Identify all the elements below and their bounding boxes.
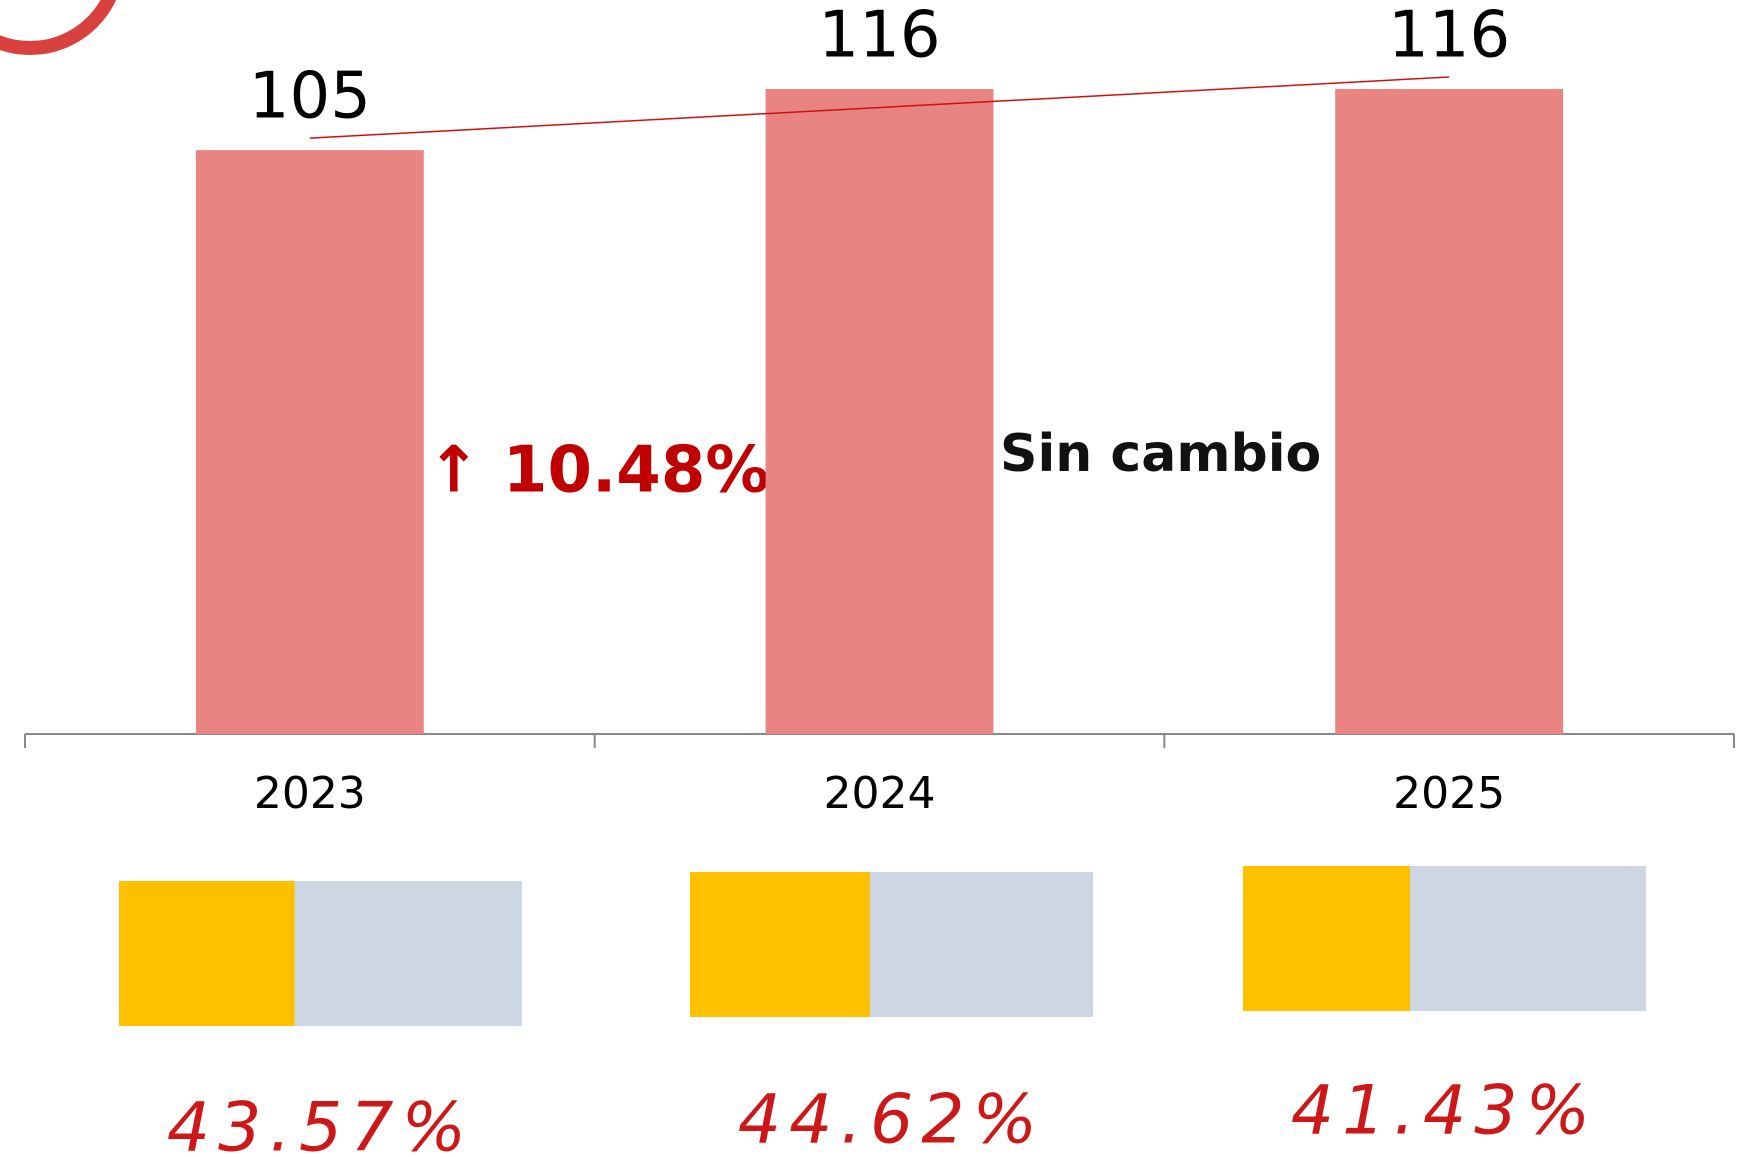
share-label: 43.57% [167, 1089, 474, 1157]
share-bar [119, 881, 295, 1026]
annotation: Sin cambio [1000, 424, 1321, 484]
trend-line [309, 76, 1450, 139]
value-label: 105 [249, 60, 371, 134]
annotation: ↑ 10.48% [427, 434, 769, 508]
logo-fragment [0, 0, 117, 55]
bar [765, 88, 994, 734]
x-tick-label: 2025 [1393, 768, 1505, 819]
share-label: 41.43% [1291, 1072, 1598, 1151]
share-bar [1243, 866, 1410, 1011]
value-label: 116 [818, 0, 940, 73]
value-label: 116 [1388, 0, 1510, 73]
bar [195, 150, 424, 735]
x-tick-label: 2023 [254, 768, 366, 819]
share-bar [690, 872, 870, 1017]
share-label: 44.62% [738, 1081, 1045, 1157]
bar [1335, 88, 1564, 734]
x-tick-label: 2024 [824, 768, 936, 819]
